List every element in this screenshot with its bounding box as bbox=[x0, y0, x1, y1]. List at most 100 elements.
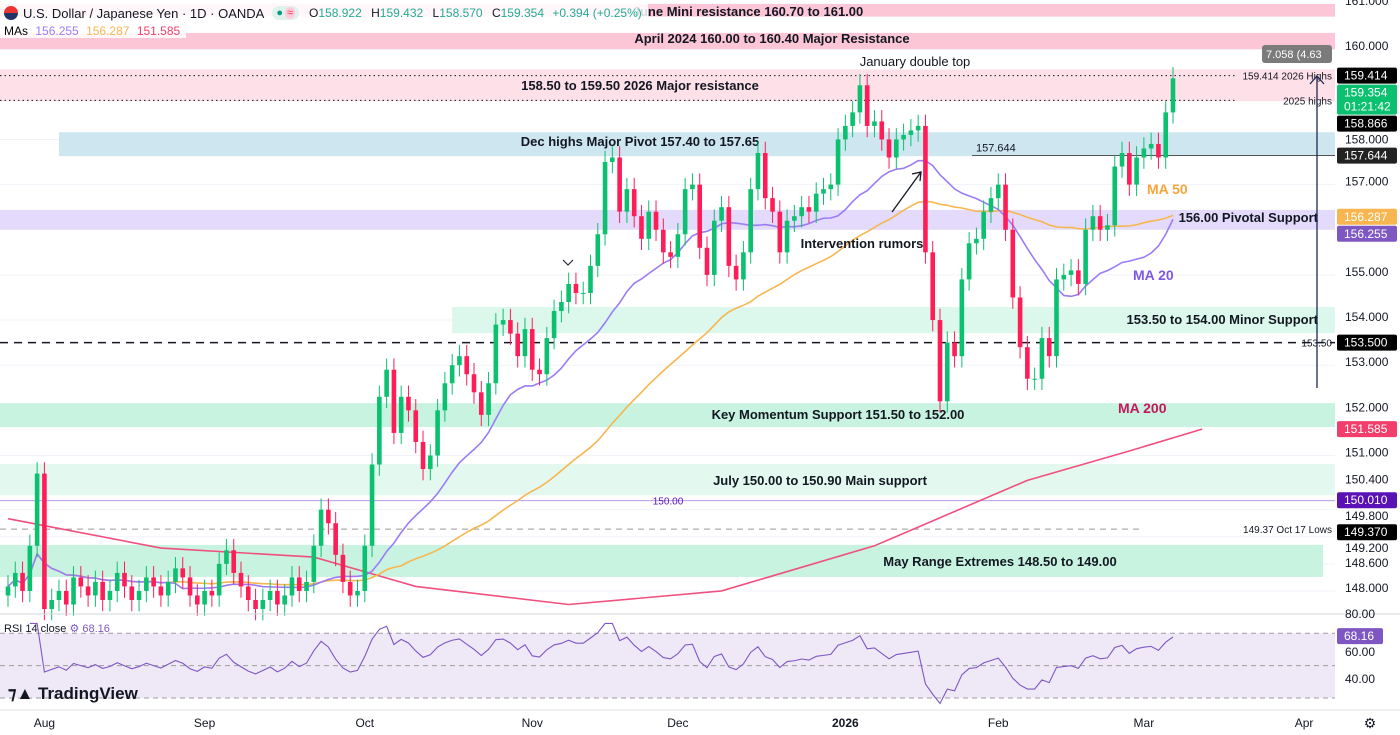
candle-body bbox=[209, 590, 215, 596]
candle-body bbox=[726, 207, 732, 266]
rsi-label: RSI 14 close bbox=[4, 623, 67, 635]
candle-body bbox=[690, 184, 695, 190]
candle-body bbox=[653, 211, 659, 230]
candle-body bbox=[813, 193, 819, 212]
settings-icon[interactable]: ⚙ bbox=[69, 623, 80, 635]
price-tick: 148.600 bbox=[1345, 556, 1389, 570]
price-badge-text: 158.866 bbox=[1344, 117, 1388, 131]
time-tick: Apr bbox=[1295, 716, 1314, 730]
price-badge-text: 159.414 bbox=[1344, 69, 1388, 83]
open-value: 158.922 bbox=[318, 6, 362, 20]
candle-body bbox=[573, 283, 579, 293]
candle-body bbox=[762, 152, 768, 199]
price-badge-text: 151.585 bbox=[1344, 422, 1388, 436]
price-badge bbox=[1337, 225, 1397, 242]
rsi-tick: 60.00 bbox=[1345, 645, 1375, 659]
symbol-title[interactable]: U.S. Dollar / Japanese Yen · 1D · OANDA bbox=[23, 5, 265, 21]
rsi-badge-text: 68.16 bbox=[1344, 629, 1374, 643]
price-tick: 158.000 bbox=[1345, 133, 1389, 147]
candle-body bbox=[107, 590, 113, 600]
price-badge bbox=[1337, 421, 1397, 438]
candle-body bbox=[27, 545, 33, 591]
candle-body bbox=[406, 396, 411, 411]
zone-label: Key Momentum Support 151.50 to 152.00 bbox=[712, 407, 965, 422]
candle-body bbox=[857, 85, 863, 113]
ma200-label: MA 200 bbox=[1118, 400, 1167, 416]
time-tick: Nov bbox=[522, 716, 543, 730]
candle-body bbox=[988, 198, 994, 212]
candle-body bbox=[122, 572, 127, 587]
candle-body bbox=[915, 125, 921, 131]
candle-body bbox=[617, 157, 622, 212]
candle-body bbox=[639, 216, 644, 239]
price-badge-text: 149.370 bbox=[1344, 525, 1388, 539]
price-tick: 150.400 bbox=[1345, 473, 1389, 487]
candle-body bbox=[296, 577, 302, 591]
tv-logo-icon: ⁊▲ bbox=[8, 684, 38, 703]
change-value: +0.394 (+0.25%) bbox=[552, 6, 642, 20]
candle-body bbox=[755, 152, 761, 190]
candle-body bbox=[253, 599, 258, 610]
candle-body bbox=[500, 320, 506, 325]
price-tick: 151.000 bbox=[1345, 446, 1389, 460]
rsi-badge bbox=[1337, 628, 1383, 645]
candle-body bbox=[901, 134, 906, 140]
price-badge bbox=[1337, 147, 1397, 164]
candle-body bbox=[471, 374, 477, 393]
candle-body bbox=[784, 220, 790, 253]
settings-icon[interactable]: ⚙ bbox=[1364, 715, 1377, 731]
market-open-dot-icon: ● bbox=[276, 7, 283, 19]
candle-body bbox=[129, 586, 135, 600]
candle-body bbox=[318, 509, 324, 546]
candle-body bbox=[457, 356, 462, 366]
ma-label: MAs bbox=[4, 24, 28, 38]
candle-body bbox=[1090, 216, 1096, 230]
candle-body bbox=[1112, 166, 1118, 226]
candle-body bbox=[624, 189, 630, 212]
price-badge bbox=[1337, 492, 1397, 509]
candle-body bbox=[311, 545, 317, 582]
price-level-label: 157.644 bbox=[976, 143, 1016, 155]
candle-body bbox=[792, 216, 797, 221]
candle-body bbox=[195, 595, 200, 605]
candle-body bbox=[719, 207, 724, 221]
candle-body bbox=[413, 410, 419, 442]
candle-body bbox=[56, 590, 62, 600]
high-value: 159.432 bbox=[379, 6, 424, 20]
price-badge-text: 156.287 bbox=[1344, 210, 1388, 224]
price-level-label: 2025 highs bbox=[1283, 96, 1332, 107]
candle-body bbox=[34, 473, 40, 546]
price-tick: 152.000 bbox=[1345, 400, 1389, 414]
rsi-legend[interactable]: RSI 14 close ⚙ 68.16 bbox=[4, 622, 110, 635]
delay-icon: ≈ bbox=[285, 7, 296, 19]
ma200-line bbox=[7, 428, 1203, 606]
candle-body bbox=[355, 590, 360, 596]
candle-body bbox=[49, 599, 54, 610]
ma20-line bbox=[7, 159, 1174, 590]
zone-label: 153.50 to 154.00 Minor Support bbox=[1127, 312, 1319, 327]
tradingview-logo[interactable]: ⁊▲ TradingView bbox=[8, 684, 138, 704]
ma-legend[interactable]: MAs 156.255 156.287 151.585 bbox=[0, 24, 187, 38]
market-status[interactable]: ● ≈ bbox=[272, 6, 300, 20]
candle-body bbox=[165, 581, 171, 596]
candle-body bbox=[78, 577, 84, 587]
candle-body bbox=[770, 198, 775, 212]
candle-body bbox=[5, 586, 11, 596]
candle-body bbox=[238, 572, 244, 587]
price-tick: 153.000 bbox=[1345, 355, 1389, 369]
candle-body bbox=[602, 162, 608, 235]
candle-body bbox=[1010, 229, 1016, 298]
price-tick: 157.000 bbox=[1345, 175, 1389, 189]
candle-body bbox=[202, 590, 207, 605]
candle-body bbox=[384, 369, 389, 397]
price-badge-text: 150.010 bbox=[1344, 493, 1388, 507]
low-label: L bbox=[432, 6, 440, 20]
candle-body bbox=[1061, 274, 1067, 280]
candle-body bbox=[282, 595, 287, 605]
candle-body bbox=[1148, 143, 1154, 149]
candle-body bbox=[1170, 78, 1176, 113]
candle-body bbox=[71, 577, 76, 605]
zone-band bbox=[0, 464, 1335, 496]
